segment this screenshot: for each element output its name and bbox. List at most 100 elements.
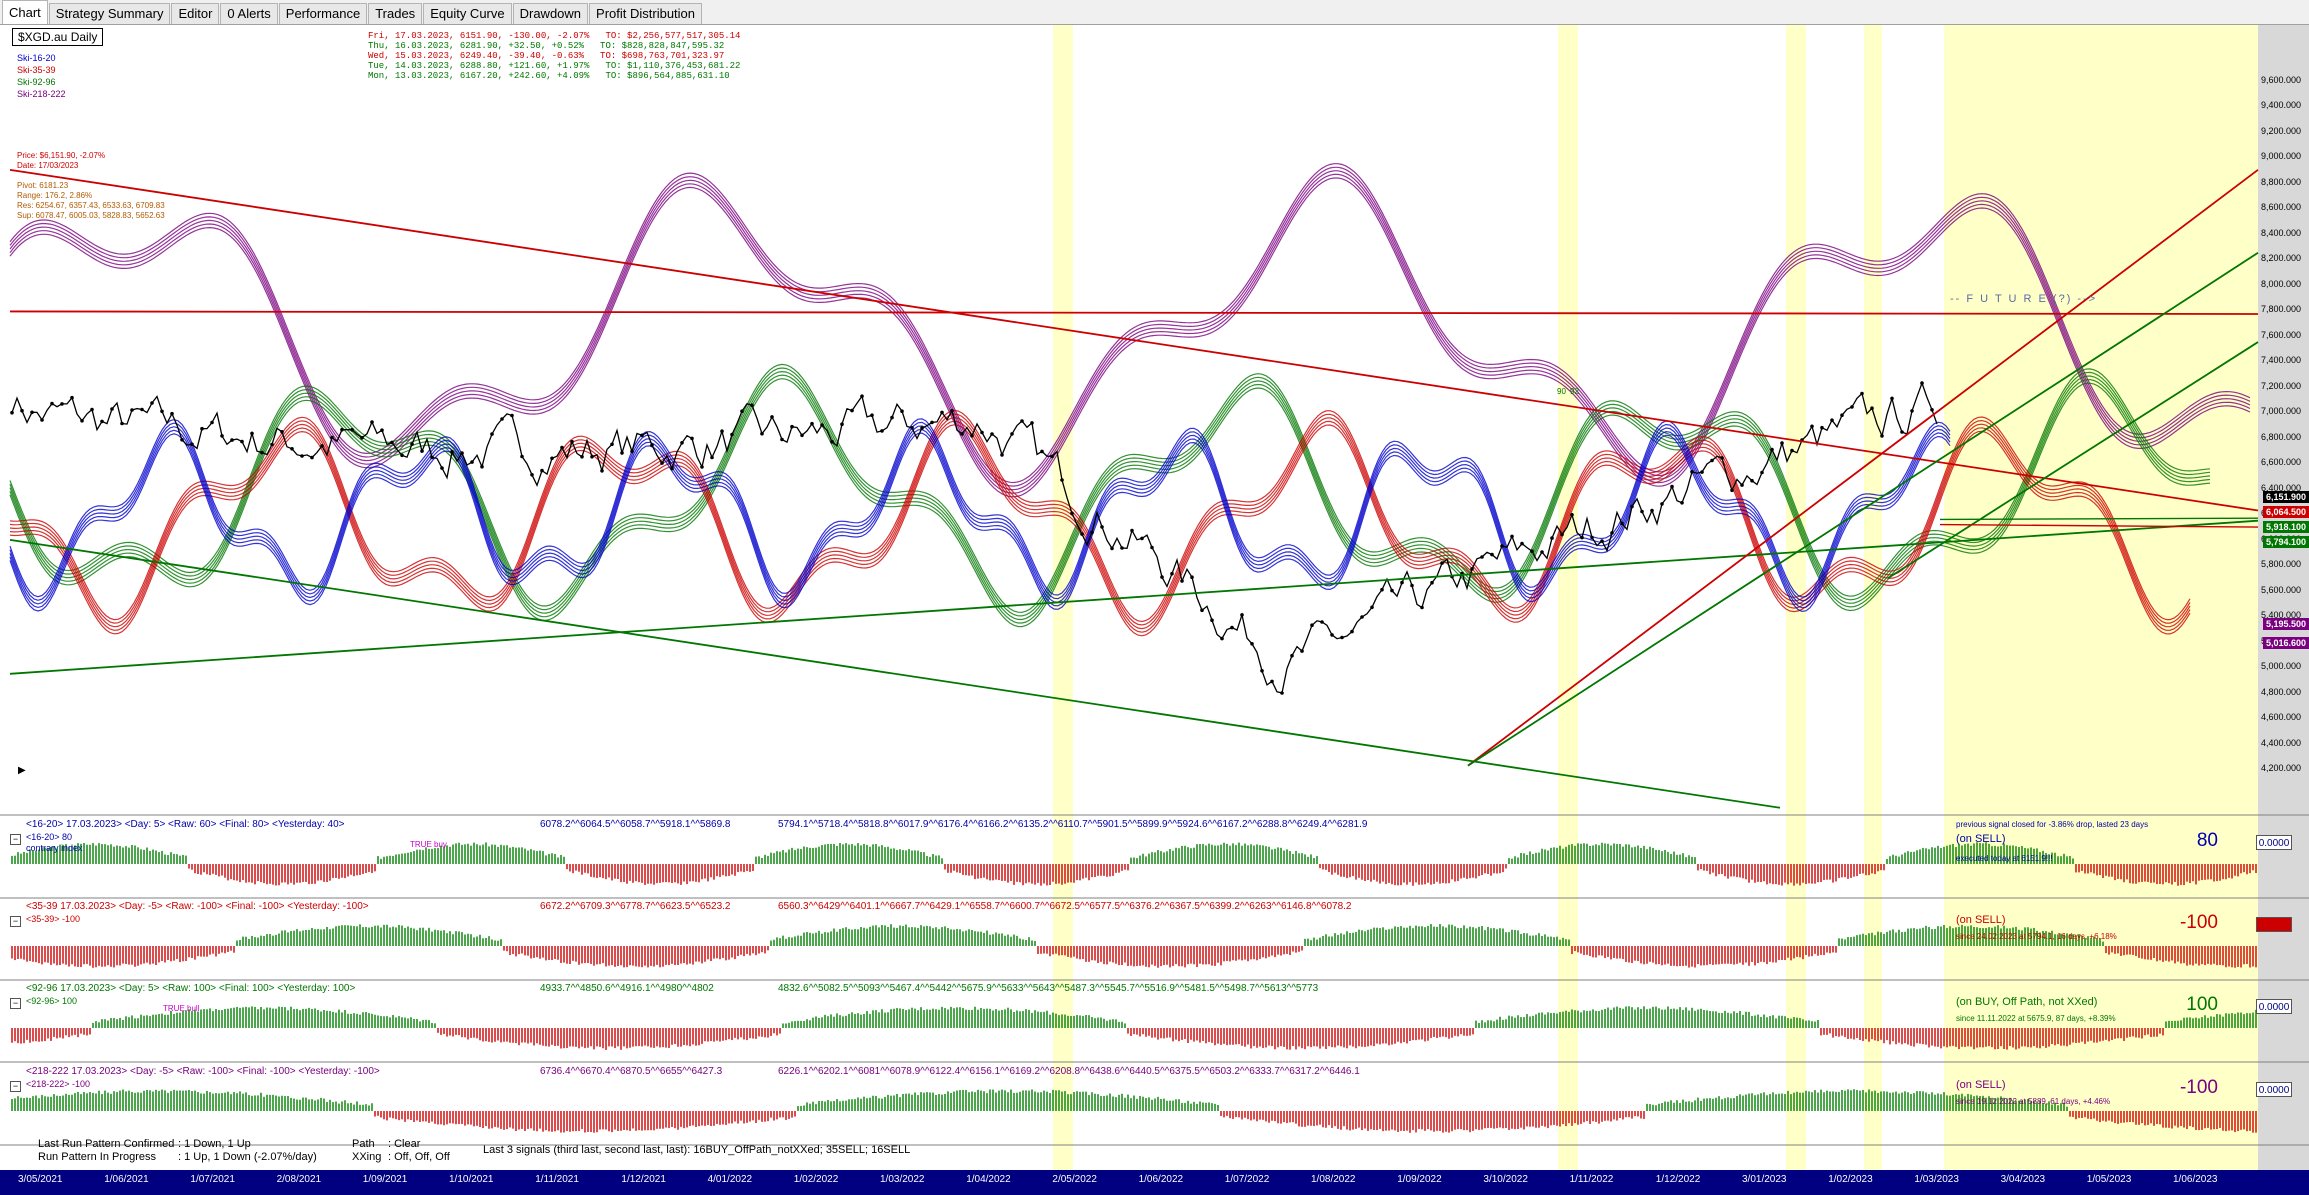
tab-0-alerts[interactable]: 0 Alerts	[220, 3, 278, 24]
price-info-block: Price: $6,151.90, -2.07% Date: 17/03/202…	[17, 151, 165, 221]
panel-35-39-value-box: 0.0000	[2256, 917, 2292, 932]
trend-lines	[9, 168, 2259, 809]
panel-16-20-values-2: 5794.1^^5718.4^^5818.8^^6017.9^^6176.4^^…	[778, 819, 1368, 830]
panel-92-96-true-buy: TRUE bull	[163, 1004, 200, 1013]
legend-item-ski-218-222: Ski-218-222	[17, 89, 66, 99]
tab-strategy-summary[interactable]: Strategy Summary	[48, 3, 171, 24]
panel-92-96-detail: since 11.11.2022 at 5675.9, 87 days, +8.…	[1956, 1014, 2116, 1023]
tab-trades[interactable]: Trades	[368, 3, 423, 24]
y-tick-label: 8,400.000	[2260, 227, 2301, 238]
panel-16-20-true-buy: TRUE buy	[410, 840, 447, 849]
date-tick-label: 1/08/2022	[1311, 1174, 1356, 1185]
y-tick-label: 7,800.000	[2260, 304, 2301, 315]
highlight-band	[1558, 25, 1578, 1170]
y-tick-label: 9,400.000	[2260, 100, 2301, 111]
date-tick-label: 1/10/2021	[449, 1174, 494, 1185]
y-tick-label: 8,600.000	[2260, 202, 2301, 213]
panel-92-96-bars	[0, 1006, 2309, 1063]
date-tick-label: 3/10/2022	[1483, 1174, 1528, 1185]
date-tick-label: 1/05/2023	[2086, 1174, 2132, 1185]
daily-row-turnover: TO: $2,256,577,517,305.14	[605, 31, 741, 41]
xxing-label: XXing	[352, 1151, 382, 1163]
last-signals: Last 3 signals (third last, second last,…	[483, 1144, 911, 1156]
date-tick-label: 3/01/2023	[1742, 1174, 1787, 1185]
tab-performance[interactable]: Performance	[278, 3, 368, 24]
price-tag: 6,151.900	[2263, 491, 2309, 503]
date-tick-label: 1/12/2021	[621, 1174, 666, 1185]
panel-16-20-status-extra: previous signal closed for -3.86% drop, …	[1956, 820, 2149, 829]
panel-16-20-detail: executed today at 6151.9!!!	[1956, 854, 2053, 863]
panel-218-222-collapse-icon[interactable]: −	[10, 1081, 21, 1092]
y-tick-label: 8,000.000	[2260, 278, 2301, 289]
panel-92-96-values-2: 4832.6^^5082.5^^5093^^5467.4^^5442^^5675…	[778, 983, 1319, 994]
panel-35-39-header: <35-39 17.03.2023> <Day: -5> <Raw: -100>…	[26, 901, 369, 912]
daily-summary-table: Fri, 17.03.2023, 6151.90, -130.00, -2.07…	[368, 31, 740, 81]
y-tick-label: 9,200.000	[2260, 125, 2301, 136]
date-tick-label: 1/06/2022	[1138, 1174, 1184, 1185]
tab-editor[interactable]: Editor	[171, 3, 220, 24]
y-tick-label: 4,400.000	[2260, 737, 2301, 748]
y-tick-label: 5,400.000	[2260, 610, 2301, 621]
panel-218-222-sub: <218-222> -100	[26, 1079, 91, 1089]
panel-92-96-collapse-icon[interactable]: −	[10, 998, 21, 1009]
y-tick-label: 6,800.000	[2260, 431, 2301, 442]
daily-row: Fri, 17.03.2023, 6151.90, -130.00, -2.07…	[368, 31, 740, 41]
daily-row-text: Thu, 16.03.2023, 6281.90, +32.50, +0.52%	[368, 41, 585, 51]
daily-row-turnover: TO: $698,763,701,323.97	[600, 51, 725, 61]
price-tag: 5,016.600	[2263, 637, 2309, 649]
chart-area[interactable]: $XGD.au Daily Ski-16-20 Ski-35-39 Ski-92…	[0, 25, 2309, 1170]
y-tick-label: 9,600.000	[2260, 74, 2301, 85]
play-icon[interactable]: ▶	[18, 765, 26, 776]
y-tick-label: 7,000.000	[2260, 406, 2301, 417]
daily-row-text: Fri, 17.03.2023, 6151.90, -130.00, -2.07…	[368, 31, 590, 41]
panel-16-20-values-1: 6078.2^^6064.5^^6058.7^^5918.1^^5869.8	[540, 819, 731, 830]
date-axis: 3/05/2021 1/06/2021 1/07/2021 2/08/2021 1/09…	[0, 1170, 2309, 1195]
chart-canvas[interactable]	[0, 25, 2309, 1170]
progress-value: : 1 Up, 1 Down (-2.07%/day)	[178, 1151, 317, 1163]
y-tick-label: 4,600.000	[2260, 712, 2301, 723]
panel-92-96-header: <92-96 17.03.2023> <Day: 5> <Raw: 100> <…	[26, 983, 356, 994]
highlight-band	[1944, 25, 2258, 1170]
legend-item-ski-92-96: Ski-92-96	[17, 77, 56, 87]
path-label: Path	[352, 1138, 375, 1150]
panel-35-39-collapse-icon[interactable]: −	[10, 916, 21, 927]
daily-row-text: Wed, 15.03.2023, 6249.40, -39.40, -0.63%	[368, 51, 585, 61]
panel-218-222-status: (on SELL)	[1956, 1079, 2006, 1091]
date-tick-label: 1/06/2021	[104, 1174, 149, 1185]
panel-218-222-bars	[0, 1089, 2309, 1146]
tab-bar: Chart Strategy Summary Editor 0 Alerts Perfo…	[0, 0, 2309, 25]
panel-35-39-status: (on SELL)	[1956, 914, 2006, 926]
y-tick-label: 7,200.000	[2260, 380, 2301, 391]
tab-drawdown[interactable]: Drawdown	[512, 3, 589, 24]
panel-35-39-sub: <35-39> -100	[26, 914, 81, 924]
tab-profit-distribution[interactable]: Profit Distribution	[589, 3, 703, 24]
date-tick-label: 1/03/2022	[880, 1174, 925, 1185]
progress-label: Run Pattern In Progress	[38, 1151, 157, 1163]
y-tick-label: 6,600.000	[2260, 457, 2301, 468]
y-tick-label: 4,800.000	[2260, 686, 2301, 697]
ribbon-218-222	[9, 163, 2251, 498]
daily-row-text: Tue, 14.03.2023, 6288.80, +121.60, +1.97…	[368, 61, 590, 71]
panel-218-222-values-1: 6736.4^^6670.4^^6870.5^^6655^^6427.3	[540, 1066, 723, 1077]
date-tick-label: 1/07/2022	[1224, 1174, 1270, 1185]
small-label-92: 92	[1570, 387, 1579, 396]
future-label: -- F U T U R E (?) -->	[1950, 293, 2098, 305]
tab-chart[interactable]: Chart	[2, 0, 48, 24]
path-value: : Clear	[388, 1138, 421, 1150]
y-tick-label: 8,200.000	[2260, 253, 2301, 264]
sup-line: Sup: 6078.47, 6005.03, 5828.83, 5652.63	[17, 211, 165, 220]
date-tick-label: 1/02/2022	[793, 1174, 839, 1185]
daily-row-turnover: TO: $828,828,847,595.32	[600, 41, 725, 51]
xxing-value: : Off, Off, Off	[388, 1151, 450, 1163]
indicator-legend: Ski-16-20 Ski-35-39 Ski-92-96 Ski-218-22…	[17, 52, 66, 100]
y-tick-label: 5,600.000	[2260, 584, 2301, 595]
tab-equity-curve[interactable]: Equity Curve	[423, 3, 512, 24]
panel-92-96-values-1: 4933.7^^4850.6^^4916.1^^4980^^4802	[540, 983, 714, 994]
panel-16-20-collapse-icon[interactable]: −	[10, 834, 21, 845]
panel-218-222-score: -100	[2179, 1077, 2218, 1098]
panel-16-20-sub2: contrary index	[26, 843, 83, 853]
date-line: Date: 17/03/2023	[17, 161, 79, 170]
ticker-label[interactable]: $XGD.au Daily	[12, 28, 104, 46]
daily-row: Thu, 16.03.2023, 6281.90, +32.50, +0.52%…	[368, 41, 740, 51]
price-tag: 5,918.100	[2263, 521, 2309, 533]
